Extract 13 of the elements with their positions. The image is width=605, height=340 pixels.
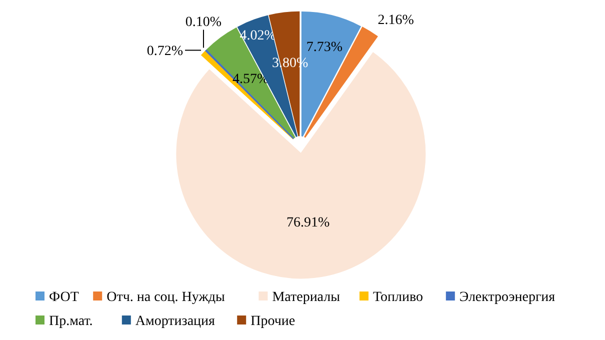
legend-label: ФОТ bbox=[49, 290, 80, 305]
data-label: 0.72% bbox=[146, 44, 184, 60]
legend-label: Прочие bbox=[250, 314, 296, 329]
data-label: 76.91% bbox=[286, 216, 330, 231]
legend-label: Пр.мат. bbox=[49, 314, 93, 329]
legend-label: Отч. на соц. Нужды bbox=[106, 290, 226, 305]
legend-label: Амортизация bbox=[135, 314, 216, 329]
legend-label: Материалы bbox=[272, 290, 341, 305]
legend-label: Электроэнергия bbox=[459, 290, 556, 305]
data-label: 0.10% bbox=[185, 14, 222, 30]
data-label: 2.16% bbox=[378, 12, 414, 28]
legend-label: Топливо bbox=[373, 290, 423, 305]
data-label: 7.73% bbox=[306, 40, 343, 55]
